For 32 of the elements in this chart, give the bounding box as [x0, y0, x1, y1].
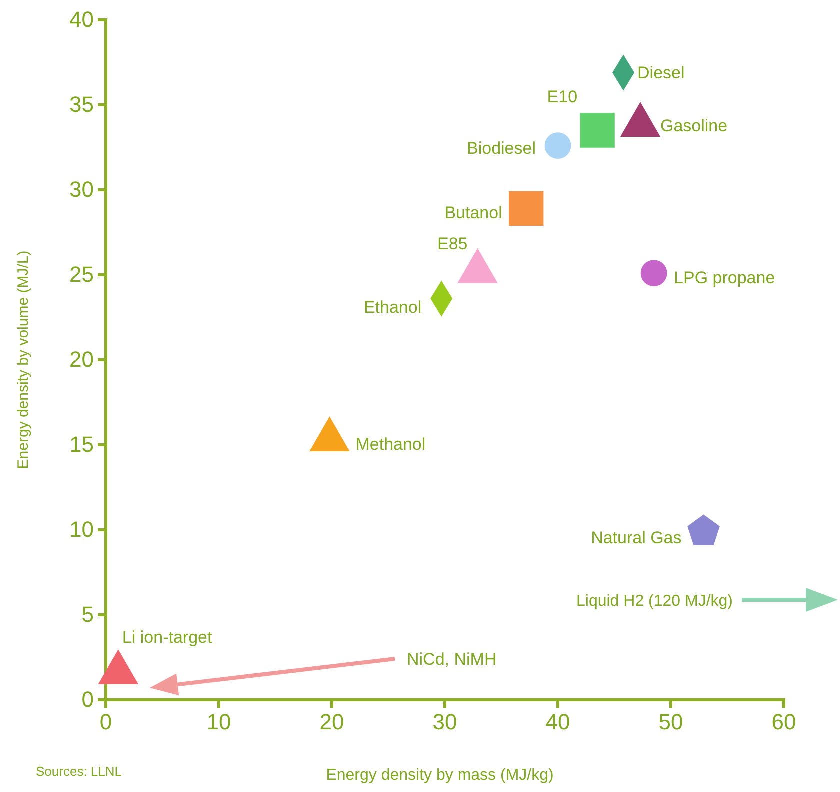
- y-tick-label: 0: [82, 687, 94, 712]
- y-tick-label: 15: [70, 432, 94, 458]
- series-label: Diesel: [638, 64, 685, 83]
- source-note: Sources: LLNL: [36, 764, 122, 779]
- x-axis-title: Energy density by mass (MJ/kg): [326, 767, 554, 784]
- series-label: Ethanol: [364, 298, 422, 317]
- y-axis-title: Energy density by volume (MJ/L): [15, 250, 32, 470]
- series-label: Methanol: [356, 434, 426, 454]
- y-tick-label: 25: [70, 262, 94, 288]
- series-label: LPG propane: [674, 268, 776, 288]
- y-tick-label: 20: [70, 347, 94, 372]
- series-label: Natural Gas: [591, 528, 682, 548]
- x-tick-label: 40: [546, 710, 570, 735]
- x-tick-label: 20: [320, 710, 344, 735]
- series-label: Butanol: [444, 204, 502, 223]
- x-tick-label: 30: [432, 710, 458, 735]
- y-tick-label: 40: [70, 7, 94, 32]
- x-tick-label: 60: [772, 710, 796, 735]
- series-label: Li ion-target: [122, 628, 212, 647]
- y-tick-label: 35: [70, 92, 94, 118]
- series-label: E85: [438, 234, 468, 254]
- annotation: Liquid H2 (120 MJ/kg): [576, 593, 733, 610]
- series-label: E10: [547, 88, 578, 106]
- series-label: Gasoline: [660, 116, 728, 136]
- x-tick-label: 0: [100, 710, 112, 735]
- annotation: NiCd, NiMH: [407, 650, 497, 669]
- x-tick-label: 50: [658, 710, 684, 735]
- x-tick-label: 10: [206, 710, 232, 735]
- series-label: Biodiesel: [467, 138, 536, 158]
- y-tick-label: 10: [70, 517, 94, 542]
- y-tick-label: 30: [70, 177, 94, 202]
- y-tick-label: 5: [82, 602, 94, 628]
